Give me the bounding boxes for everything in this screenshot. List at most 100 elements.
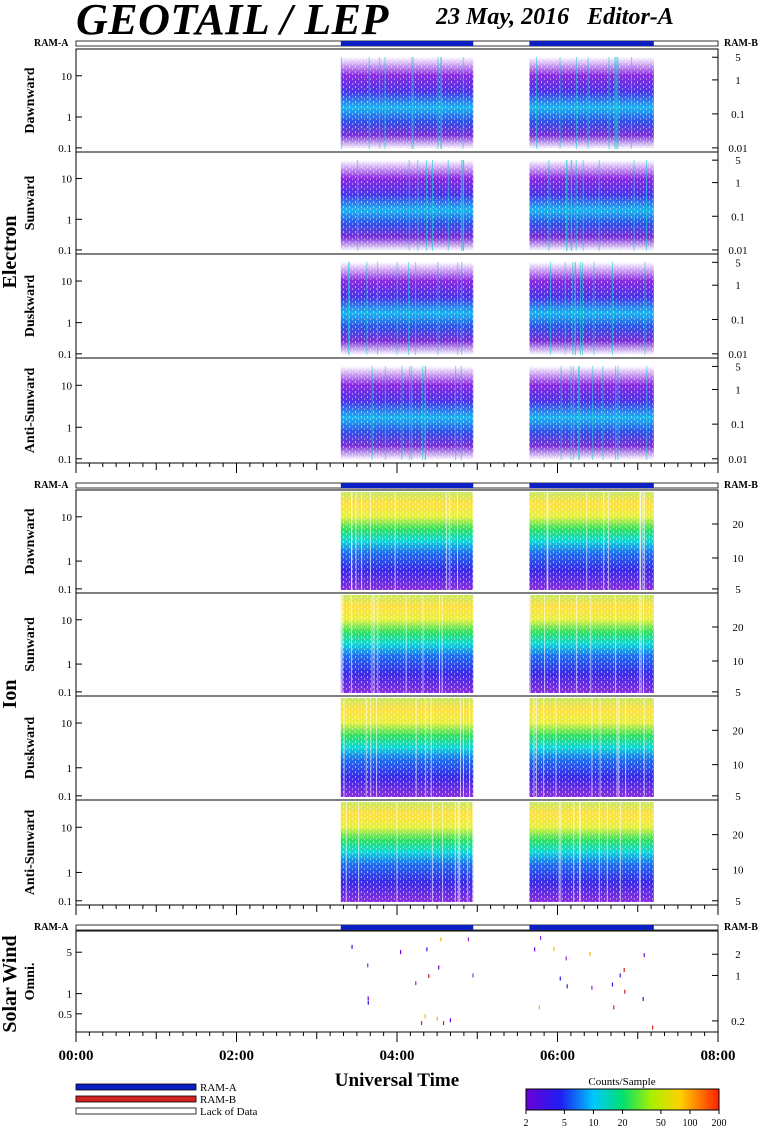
panel-label-sunward: Sunward (23, 617, 38, 672)
y-tick-label-left: 1 (67, 867, 73, 879)
spectrogram-streak (440, 57, 442, 149)
legend-swatch-lack-of-data (75, 1107, 197, 1115)
time-tick-label: 02:00 (219, 1048, 254, 1064)
solar-wind-sample (538, 1005, 540, 1010)
spectrogram-streak (369, 492, 371, 590)
spectrogram-streak (365, 698, 367, 797)
spectrogram-streak (608, 492, 610, 590)
solar-wind-sample (467, 937, 469, 942)
spectrogram-streak (446, 492, 448, 590)
y-tick-label-right: 1 (735, 75, 741, 87)
spectrogram-streak (619, 802, 621, 902)
spectrogram-streak (361, 492, 363, 590)
spectrogram-streak (625, 698, 627, 797)
solar-wind-sample (399, 950, 402, 955)
spectrogram-streak (614, 57, 616, 149)
spectrogram-streak (457, 262, 459, 355)
spectrogram-streak (558, 802, 560, 902)
y-tick-label-right: 5 (735, 896, 741, 908)
y-tick-label-right: 0.1 (731, 211, 745, 223)
group-label-ion: Ion (0, 680, 21, 709)
colorbar-title: Counts/Sample (588, 1076, 655, 1088)
spectrogram-streak (592, 366, 594, 460)
spectrogram-streak (570, 160, 572, 251)
spectrogram-streak (345, 802, 347, 902)
spectrogram-streak (631, 57, 633, 149)
spectrogram-streak (574, 262, 576, 355)
electron-duskward-panel: 10 1 0.1 5 1 0.1 0.01 Duskward (23, 253, 748, 361)
spectrogram-streak (462, 698, 464, 797)
spectrogram-texture (340, 366, 474, 460)
spectrogram-streak (602, 366, 604, 460)
y-tick-label-left: 10 (61, 174, 73, 186)
ram-a-label: RAM-A (34, 922, 69, 933)
electron-ram-a-segment (340, 41, 474, 46)
y-tick-label-left: 0.1 (58, 349, 72, 361)
spectrogram-streak (463, 160, 465, 251)
spectrogram-streak (408, 262, 410, 355)
spectrogram-streak (547, 492, 549, 590)
y-tick-label-left: 0.5 (58, 1009, 72, 1021)
spectrogram-streak (377, 595, 379, 693)
ram-b-label: RAM-B (724, 38, 758, 49)
y-tick-label-left: 0.1 (58, 896, 72, 908)
time-tick-label: 06:00 (540, 1048, 575, 1064)
ion-ram-a-segment (340, 483, 474, 488)
y-tick-label-right: 5 (735, 687, 741, 699)
ram-b-label: RAM-B (724, 922, 758, 933)
y-tick-label-left: 1 (67, 989, 73, 1001)
y-tick-label-right: 1 (735, 178, 741, 190)
y-tick-label-left: 5 (67, 947, 73, 959)
spectrogram-streak (401, 366, 403, 460)
editor-text: Editor-A (587, 4, 674, 30)
time-tick-label: 08:00 (701, 1048, 736, 1064)
spectrogram-streak (582, 262, 584, 355)
panel-label-duskward: Duskward (23, 275, 38, 337)
solar-wind-sample (591, 985, 593, 990)
spectrogram-streak (370, 698, 372, 797)
spectrogram-streak (457, 492, 459, 590)
spectrogram-streak (544, 595, 546, 693)
y-tick-label-right: 0.01 (728, 143, 747, 155)
spectrogram-streak (415, 698, 417, 797)
spectrogram-streak (578, 366, 580, 460)
spectrogram-streak (355, 492, 357, 590)
spectrogram-streak (603, 492, 605, 590)
solar-wind-sample (565, 956, 567, 961)
spectrogram-streak (608, 57, 610, 149)
spectrogram-streak (350, 595, 352, 693)
spectrogram-streak (376, 698, 378, 797)
spectrogram-streak (449, 492, 451, 590)
spectrogram-streak (411, 57, 413, 149)
colorbar-tick-label: 2 (524, 1118, 529, 1128)
spectrogram-streak (469, 698, 471, 797)
spectrogram-streak (437, 262, 439, 355)
y-tick-label-right: 0.1 (731, 315, 745, 327)
solar-wind-sample (436, 1016, 438, 1021)
y-tick-label-right: 5 (735, 257, 741, 269)
spectrogram-streak (559, 57, 561, 149)
spectrogram-streak (639, 802, 641, 902)
spectrogram-streak (431, 160, 433, 251)
spectrogram-streak (343, 698, 345, 797)
spectrogram-streak (441, 595, 443, 693)
spectrogram-streak (460, 366, 462, 460)
group-label-solar-wind: Solar Wind (0, 935, 21, 1032)
spectrogram-streak (424, 366, 426, 460)
colorbar-tick-label: 10 (588, 1118, 598, 1128)
spectrogram-streak (598, 160, 600, 251)
colorbar-tick-label: 20 (618, 1118, 628, 1128)
y-tick-label-right: 1 (735, 385, 741, 397)
spectrogram-streak (572, 262, 574, 355)
spectrogram-streak (639, 802, 641, 902)
ram-a-label: RAM-A (34, 38, 69, 49)
spectrogram-streak (461, 160, 463, 251)
solar-wind-sample (420, 1021, 423, 1026)
spectrogram-streak (461, 262, 463, 355)
y-tick-label-left: 0.1 (58, 687, 72, 699)
solar-wind-sample (559, 976, 561, 981)
y-tick-label-left: 0.1 (58, 454, 72, 466)
y-tick-label-right: 0.01 (728, 349, 747, 361)
y-tick-label-left: 0.1 (58, 143, 72, 155)
